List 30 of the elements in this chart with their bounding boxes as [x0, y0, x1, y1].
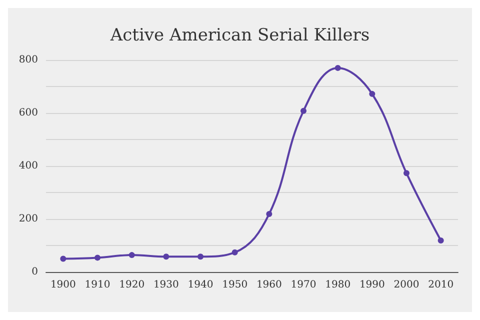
- point: [438, 237, 444, 244]
- x-tick-label: 2000: [394, 280, 420, 290]
- point: [60, 256, 66, 262]
- x-tick-label: 1940: [188, 280, 214, 290]
- y-tick-label: 400: [18, 160, 38, 172]
- point: [369, 90, 376, 97]
- y-tick-label: 600: [18, 108, 38, 118]
- x-tick-label: 1900: [50, 280, 76, 290]
- x-tick-label: 1920: [119, 280, 145, 290]
- point: [232, 249, 238, 256]
- x-tick-label: 1910: [84, 280, 110, 290]
- x-tick-label: 1980: [325, 280, 351, 290]
- y-tick-label: 200: [18, 214, 38, 224]
- y-tick-label: 0: [32, 266, 38, 278]
- point: [404, 170, 410, 176]
- x-tick-label: 1960: [256, 280, 282, 290]
- point: [300, 108, 306, 114]
- point: [334, 64, 341, 71]
- x-tick-label: 1970: [290, 280, 316, 290]
- y-tick-label: 800: [18, 54, 38, 66]
- point: [163, 254, 170, 260]
- point: [266, 210, 272, 217]
- chart-title: Active American Serial Killers: [109, 26, 370, 46]
- point: [198, 254, 204, 260]
- point: [94, 254, 100, 261]
- x-tick-label: 1950: [222, 280, 248, 290]
- x-tick-label: 1930: [153, 280, 179, 290]
- x-tick-label: 2010: [428, 280, 454, 290]
- point: [128, 252, 135, 258]
- x-tick-label: 1990: [359, 280, 385, 290]
